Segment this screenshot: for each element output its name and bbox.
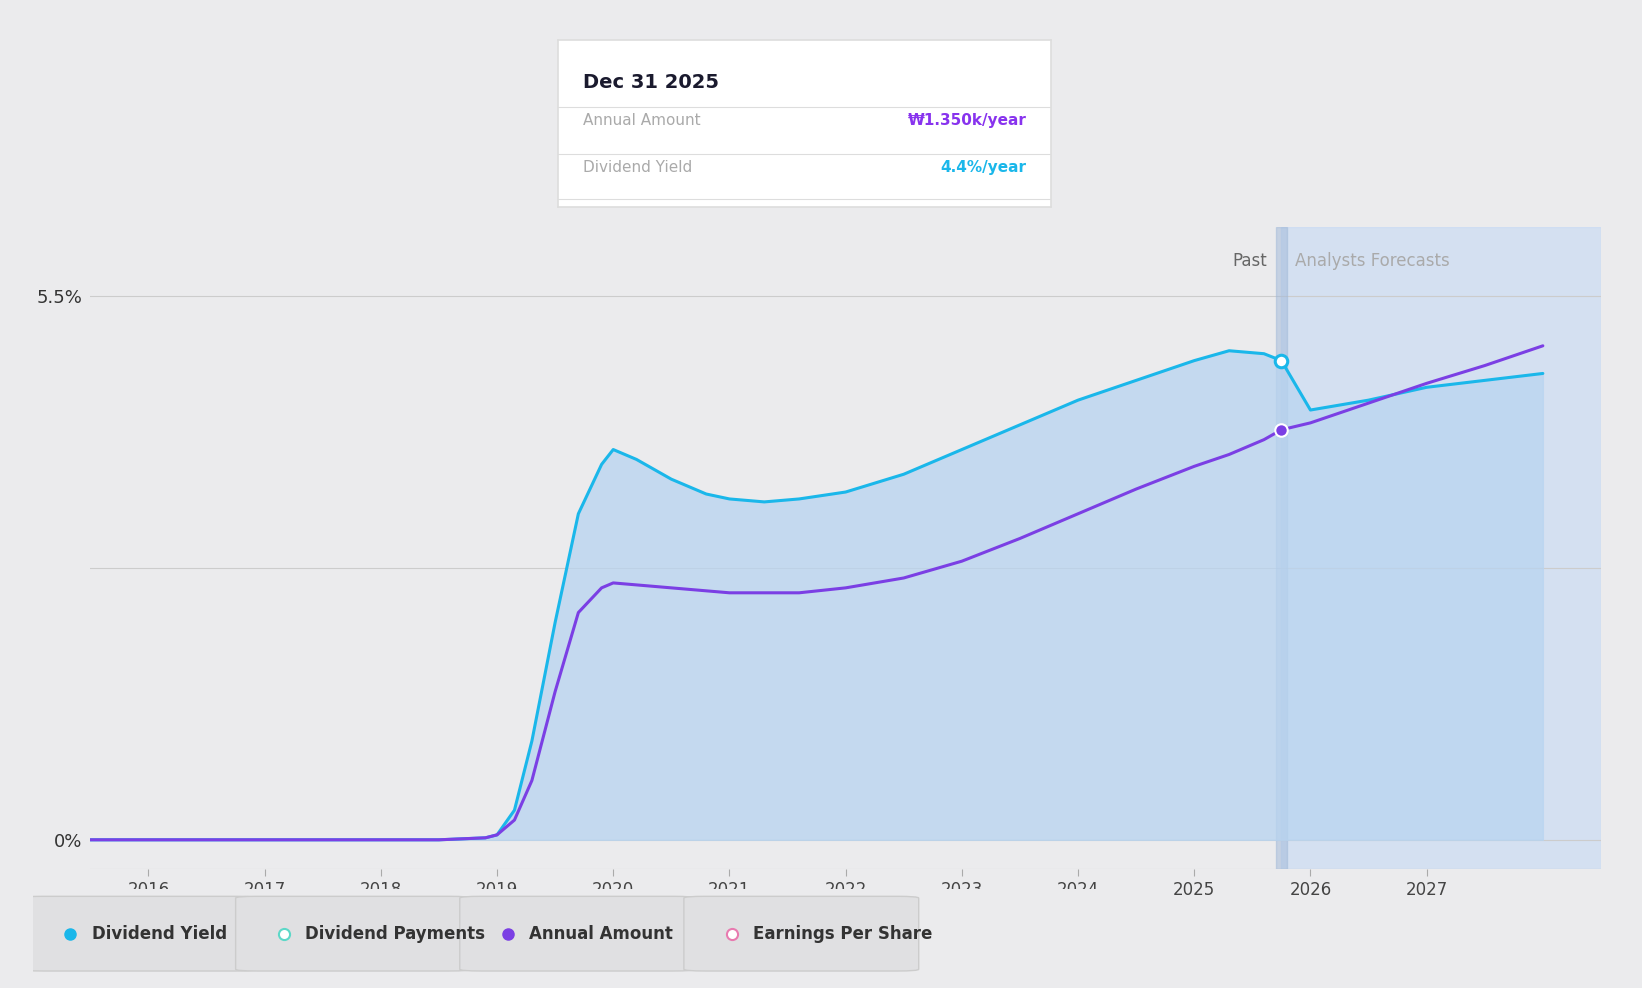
Text: Analysts Forecasts: Analysts Forecasts xyxy=(1296,252,1450,270)
Text: 4.4%/year: 4.4%/year xyxy=(941,160,1026,176)
Text: Annual Amount: Annual Amount xyxy=(529,925,673,943)
Text: Annual Amount: Annual Amount xyxy=(583,114,701,128)
FancyBboxPatch shape xyxy=(685,896,920,971)
FancyBboxPatch shape xyxy=(23,896,258,971)
Text: Dividend Yield: Dividend Yield xyxy=(583,160,693,176)
Bar xyxy=(1281,227,1601,869)
Text: Dividend Yield: Dividend Yield xyxy=(92,925,227,943)
FancyBboxPatch shape xyxy=(460,896,695,971)
Text: Dec 31 2025: Dec 31 2025 xyxy=(583,73,719,92)
FancyBboxPatch shape xyxy=(236,896,471,971)
Text: Past: Past xyxy=(1233,252,1268,270)
Text: Dividend Payments: Dividend Payments xyxy=(305,925,484,943)
Bar xyxy=(1276,227,1287,869)
Text: ₩1.350k/year: ₩1.350k/year xyxy=(908,114,1026,128)
Text: Earnings Per Share: Earnings Per Share xyxy=(754,925,933,943)
